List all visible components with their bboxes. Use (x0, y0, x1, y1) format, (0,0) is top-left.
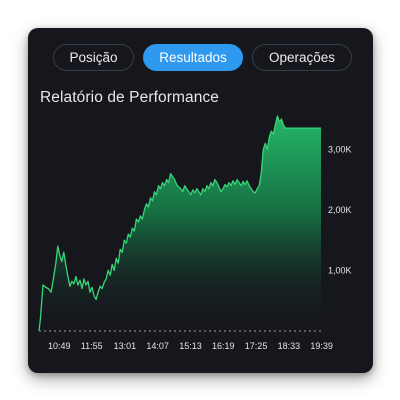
x-tick-label: 16:19 (212, 341, 235, 351)
chart-title: Relatório de Performance (40, 89, 220, 106)
y-tick-label: 3,00K (328, 144, 352, 154)
y-tick-label: 2,00K (328, 205, 352, 215)
x-tick-label: 11:55 (81, 341, 103, 351)
x-tick-label: 10:49 (48, 341, 71, 351)
performance-chart[interactable]: 1,00K 2,00K 3,00K 10:49 11:55 13:01 14:07 15:13… (28, 28, 373, 373)
x-tick-label: 19:39 (310, 341, 333, 351)
x-tick-label: 15:13 (179, 341, 202, 351)
y-tick-label: 1,00K (328, 265, 352, 275)
series-area (39, 116, 321, 331)
x-tick-label: 14:07 (146, 341, 169, 351)
series-line (38, 115, 321, 332)
chart-plot-area: 1,00K 2,00K 3,00K 10:49 11:55 13:01 14:07 15:13… (38, 115, 352, 351)
tab-bar: Posição Resultados Operações (53, 44, 352, 71)
tab-operacoes[interactable]: Operações (252, 44, 352, 71)
x-tick-label: 18:33 (278, 341, 301, 351)
tab-resultados[interactable]: Resultados (143, 44, 243, 71)
tab-posicao[interactable]: Posição (53, 44, 134, 71)
performance-card: Posição Resultados Operações Relatório d… (28, 28, 373, 373)
x-tick-label: 13:01 (114, 341, 137, 351)
x-tick-label: 17:25 (245, 341, 268, 351)
